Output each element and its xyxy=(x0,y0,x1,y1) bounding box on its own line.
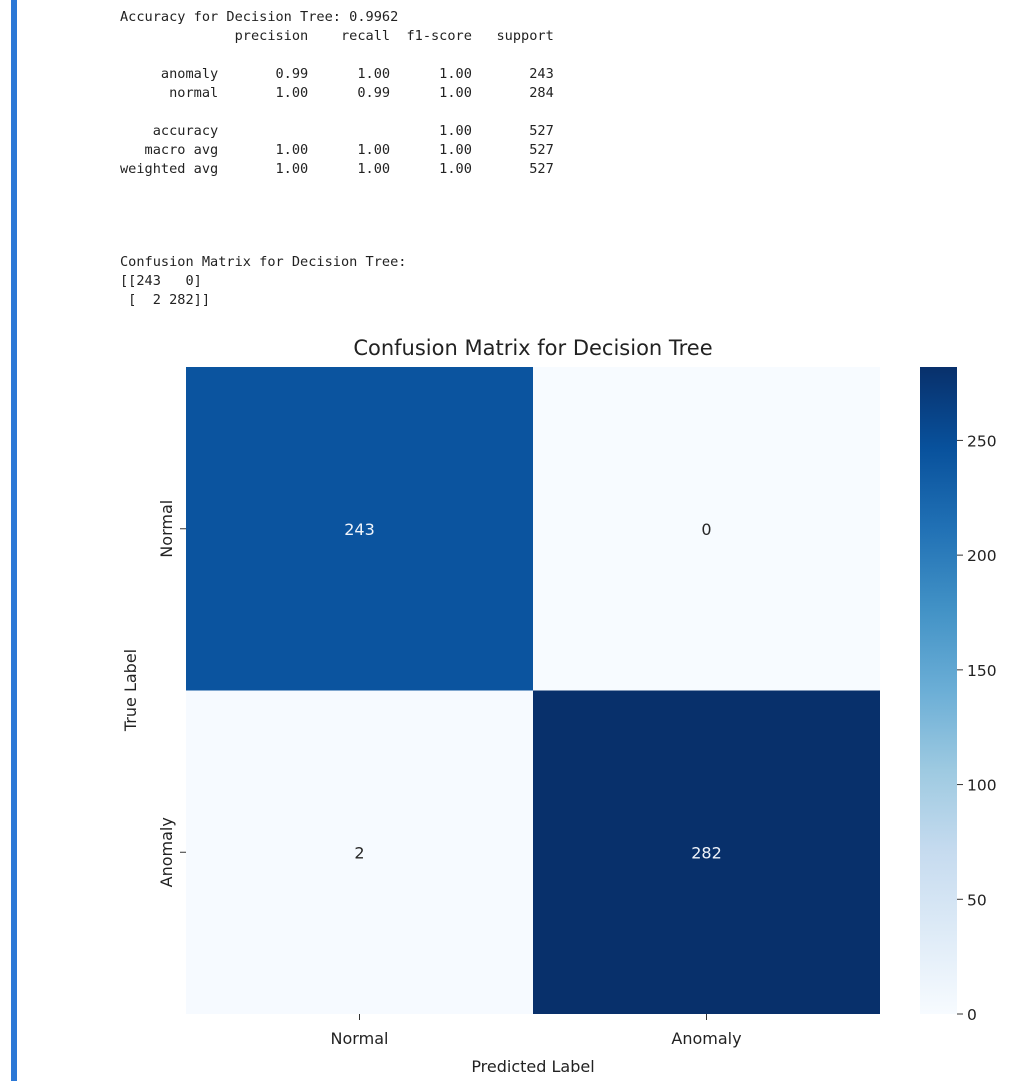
matrix-text-row: [[243 0] xyxy=(120,273,202,289)
report-row: normal 1.00 0.99 1.00 284 xyxy=(120,85,554,101)
colorbar-tick-label: 50 xyxy=(967,891,987,909)
colorbar-tick-label: 0 xyxy=(967,1006,977,1024)
x-axis-label: Predicted Label xyxy=(471,1057,594,1076)
report-row: accuracy 1.00 527 xyxy=(120,123,554,139)
matrix-text-row: [ 2 282]] xyxy=(120,292,211,308)
accuracy-line: Accuracy for Decision Tree: 0.9962 xyxy=(120,9,399,25)
matrix-caption: Confusion Matrix for Decision Tree: xyxy=(120,254,407,270)
colorbar-tick-label: 150 xyxy=(967,662,997,680)
cell-value-label: 2 xyxy=(354,843,364,862)
heatmap-cell xyxy=(533,367,880,691)
heatmap-cell xyxy=(533,690,880,1014)
colorbar-tick-label: 250 xyxy=(967,432,997,450)
cell-value-label: 0 xyxy=(701,520,711,539)
confusion-matrix-text: Confusion Matrix for Decision Tree: [[24… xyxy=(120,253,406,310)
y-tick-label: Normal xyxy=(157,500,176,558)
cell-value-label: 243 xyxy=(344,520,375,539)
heatmap-cell xyxy=(186,367,533,691)
chart-title: Confusion Matrix for Decision Tree xyxy=(353,336,712,360)
colorbar-tick-label: 200 xyxy=(967,547,997,565)
report-row: anomaly 0.99 1.00 1.00 243 xyxy=(120,66,554,82)
x-tick-label: Normal xyxy=(331,1029,389,1048)
x-tick-label: Anomaly xyxy=(671,1029,741,1048)
report-row: macro avg 1.00 1.00 1.00 527 xyxy=(120,142,554,158)
report-header: precision recall f1-score support xyxy=(120,28,554,44)
y-axis-label: True Label xyxy=(121,649,140,732)
classification-report: Accuracy for Decision Tree: 0.9962 preci… xyxy=(120,8,554,179)
colorbar xyxy=(920,367,957,1014)
cell-execution-bar xyxy=(11,0,17,1081)
heatmap-cell xyxy=(186,690,533,1014)
cell-value-label: 282 xyxy=(691,843,722,862)
report-row: weighted avg 1.00 1.00 1.00 527 xyxy=(120,161,554,177)
y-tick-label: Anomaly xyxy=(157,817,176,887)
colorbar-tick-label: 100 xyxy=(967,777,997,795)
